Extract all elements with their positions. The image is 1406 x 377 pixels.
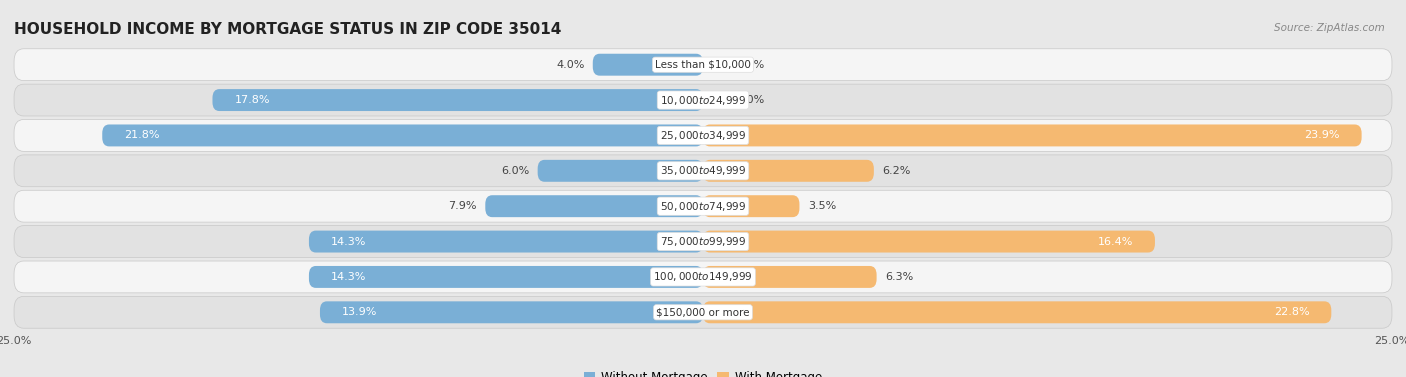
FancyBboxPatch shape xyxy=(14,261,1392,293)
Text: $10,000 to $24,999: $10,000 to $24,999 xyxy=(659,93,747,107)
Text: 6.2%: 6.2% xyxy=(882,166,911,176)
Text: 23.9%: 23.9% xyxy=(1305,130,1340,141)
FancyBboxPatch shape xyxy=(703,160,875,182)
FancyBboxPatch shape xyxy=(14,296,1392,328)
Text: 3.5%: 3.5% xyxy=(807,201,837,211)
Text: $25,000 to $34,999: $25,000 to $34,999 xyxy=(659,129,747,142)
FancyBboxPatch shape xyxy=(14,120,1392,151)
FancyBboxPatch shape xyxy=(537,160,703,182)
Text: 21.8%: 21.8% xyxy=(124,130,160,141)
FancyBboxPatch shape xyxy=(309,231,703,253)
Text: 13.9%: 13.9% xyxy=(342,307,377,317)
FancyBboxPatch shape xyxy=(14,155,1392,187)
Text: 6.3%: 6.3% xyxy=(884,272,912,282)
FancyBboxPatch shape xyxy=(703,301,1331,323)
Text: $150,000 or more: $150,000 or more xyxy=(657,307,749,317)
FancyBboxPatch shape xyxy=(593,54,703,76)
Text: 0.0%: 0.0% xyxy=(737,60,765,70)
Text: 16.4%: 16.4% xyxy=(1098,236,1133,247)
Text: 17.8%: 17.8% xyxy=(235,95,270,105)
FancyBboxPatch shape xyxy=(485,195,703,217)
Text: $100,000 to $149,999: $100,000 to $149,999 xyxy=(654,270,752,284)
Text: $35,000 to $49,999: $35,000 to $49,999 xyxy=(659,164,747,177)
Text: $50,000 to $74,999: $50,000 to $74,999 xyxy=(659,200,747,213)
Text: HOUSEHOLD INCOME BY MORTGAGE STATUS IN ZIP CODE 35014: HOUSEHOLD INCOME BY MORTGAGE STATUS IN Z… xyxy=(14,22,561,37)
FancyBboxPatch shape xyxy=(703,231,1154,253)
FancyBboxPatch shape xyxy=(103,124,703,146)
Text: Source: ZipAtlas.com: Source: ZipAtlas.com xyxy=(1274,23,1385,33)
Text: 7.9%: 7.9% xyxy=(449,201,477,211)
Text: 4.0%: 4.0% xyxy=(557,60,585,70)
FancyBboxPatch shape xyxy=(309,266,703,288)
FancyBboxPatch shape xyxy=(321,301,703,323)
Text: 14.3%: 14.3% xyxy=(330,236,367,247)
Legend: Without Mortgage, With Mortgage: Without Mortgage, With Mortgage xyxy=(579,366,827,377)
FancyBboxPatch shape xyxy=(703,124,1361,146)
FancyBboxPatch shape xyxy=(14,49,1392,81)
FancyBboxPatch shape xyxy=(703,195,800,217)
FancyBboxPatch shape xyxy=(703,266,876,288)
Text: 22.8%: 22.8% xyxy=(1274,307,1309,317)
FancyBboxPatch shape xyxy=(14,84,1392,116)
FancyBboxPatch shape xyxy=(14,190,1392,222)
Text: 14.3%: 14.3% xyxy=(330,272,367,282)
Text: 6.0%: 6.0% xyxy=(501,166,530,176)
FancyBboxPatch shape xyxy=(14,226,1392,257)
FancyBboxPatch shape xyxy=(212,89,703,111)
Text: $75,000 to $99,999: $75,000 to $99,999 xyxy=(659,235,747,248)
Text: 0.0%: 0.0% xyxy=(737,95,765,105)
Text: Less than $10,000: Less than $10,000 xyxy=(655,60,751,70)
